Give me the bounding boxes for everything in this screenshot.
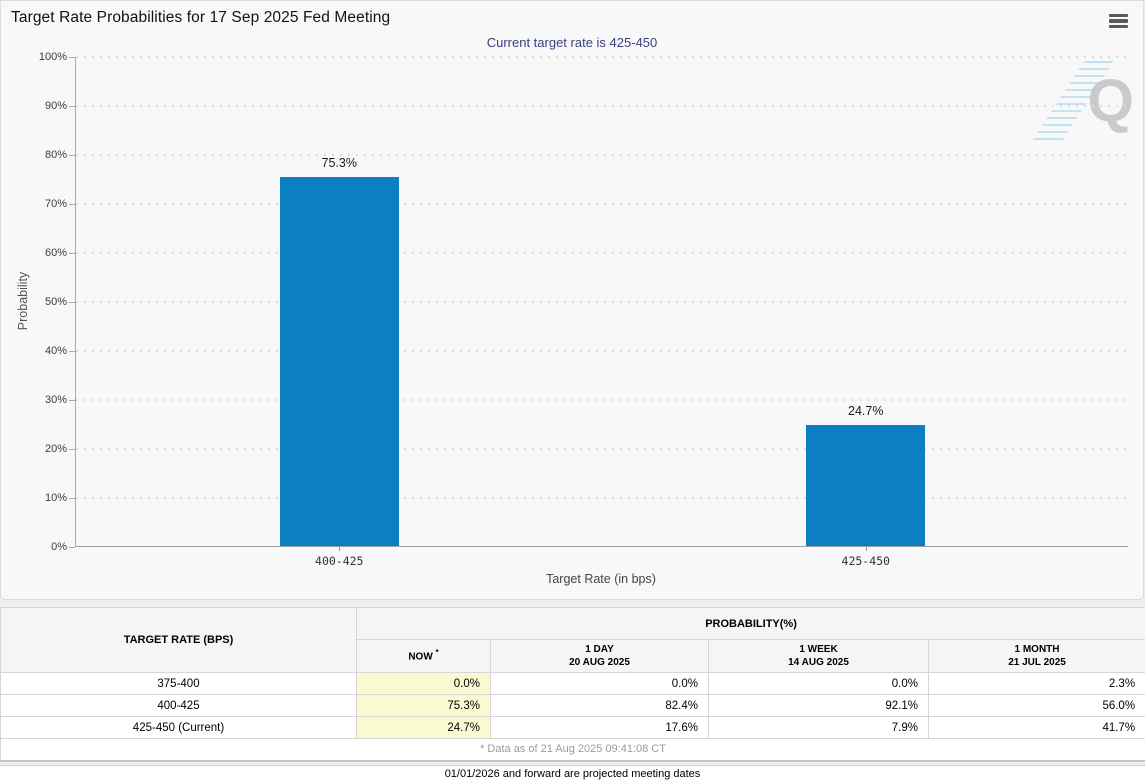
watermark-stripes-icon [1032, 61, 1114, 141]
col-header-1week: 1 WEEK 14 AUG 2025 [708, 639, 929, 673]
hamburger-menu-icon[interactable] [1109, 14, 1128, 28]
y-tickmark [69, 448, 75, 450]
chart-panel: Target Rate Probabilities for 17 Sep 202… [0, 0, 1144, 600]
col-header-now: NOW * [356, 639, 491, 673]
table-row-400-425: 400-425 75.3% 82.4% 92.1% 56.0% [0, 694, 1145, 717]
col-header-target-rate: TARGET RATE (BPS) [0, 607, 357, 673]
cell-400-425-rate: 400-425 [0, 694, 357, 717]
probability-table: TARGET RATE (BPS) PROBABILITY(%) NOW * 1… [0, 607, 1145, 762]
table-row-425-450 (Current): 425-450 (Current) 24.7% 17.6% 7.9% 41.7% [0, 716, 1145, 739]
cell-425-450 (Current)-month: 41.7% [927, 716, 1145, 739]
bar-400-425[interactable] [279, 177, 399, 546]
y-tickmark [69, 350, 75, 352]
cell-400-425-now: 75.3% [356, 694, 491, 717]
gridline-90 [76, 105, 1126, 107]
gridline-40 [76, 350, 1126, 352]
y-tickmark [69, 497, 75, 499]
chart-subtitle: Current target rate is 425-450 [486, 35, 658, 50]
1month-date: 21 JUL 2025 [1008, 657, 1066, 668]
cell-375-400-month: 2.3% [927, 672, 1145, 695]
chart-title: Target Rate Probabilities for 17 Sep 202… [11, 9, 391, 26]
x-tick-label-400-425: 400-425 [315, 554, 364, 568]
y-tick-label-80: 80% [44, 149, 67, 161]
gridline-30 [76, 399, 1126, 401]
y-tick-label-70: 70% [44, 198, 67, 210]
y-tickmark [69, 203, 75, 205]
gridline-60 [76, 252, 1126, 254]
gridline-20 [76, 448, 1126, 450]
1month-label: 1 MONTH [1014, 643, 1060, 655]
x-tickmark [865, 546, 867, 551]
y-tick-label-30: 30% [44, 394, 67, 406]
cell-425-450 (Current)-rate: 425-450 (Current) [0, 716, 357, 739]
table-row-375-400: 375-400 0.0% 0.0% 0.0% 2.3% [0, 672, 1145, 695]
gridline-10 [76, 497, 1126, 499]
cell-400-425-month: 56.0% [927, 694, 1145, 717]
y-tick-label-50: 50% [44, 296, 67, 308]
y-tick-label-90: 90% [44, 100, 67, 112]
hamburger-bar [1109, 19, 1128, 23]
1week-label: 1 WEEK [799, 643, 838, 655]
col-header-1day: 1 DAY 20 AUG 2025 [490, 639, 709, 673]
y-tick-label-40: 40% [44, 345, 67, 357]
bar-value-label-400-425: 75.3% [321, 156, 357, 171]
col-header-probability: PROBABILITY(%) [355, 607, 1145, 640]
y-tickmark [69, 252, 75, 254]
plot-area: Q 75.3% 400-425 24.7% 425-450 [69, 56, 1134, 568]
cell-425-450 (Current)-week: 7.9% [708, 716, 929, 739]
now-asterisk: * [435, 648, 439, 658]
y-tick-label-20: 20% [44, 443, 67, 455]
cell-375-400-rate: 375-400 [0, 672, 357, 695]
cell-425-450 (Current)-now: 24.7% [356, 716, 491, 739]
cell-375-400-week: 0.0% [708, 672, 929, 695]
y-tick-label-60: 60% [44, 247, 67, 259]
quikstrike-watermark: Q [1032, 59, 1140, 143]
cell-400-425-day: 82.4% [490, 694, 709, 717]
bar-value-label-425-450: 24.7% [848, 403, 884, 418]
y-tick-label-100: 100% [38, 51, 67, 63]
hamburger-bar [1109, 24, 1128, 28]
y-tick-label-10: 10% [44, 492, 67, 504]
cell-375-400-day: 0.0% [490, 672, 709, 695]
1week-date: 14 AUG 2025 [788, 657, 849, 668]
y-tickmark [69, 399, 75, 401]
y-tickmark [69, 154, 75, 156]
y-tickmark [69, 301, 75, 303]
bar-425-450[interactable] [806, 424, 926, 546]
gridline-50 [76, 301, 1126, 303]
x-axis-title: Target Rate (in bps) [546, 572, 656, 586]
y-tickmark [69, 56, 75, 58]
now-label: NOW [408, 651, 433, 663]
hamburger-bar [1109, 14, 1128, 18]
y-tickmark [69, 105, 75, 107]
gridline-80 [76, 154, 1126, 156]
cell-400-425-week: 92.1% [708, 694, 929, 717]
col-header-1month: 1 MONTH 21 JUL 2025 [927, 639, 1145, 673]
watermark-q-logo-icon: Q [1087, 67, 1134, 134]
y-tick-label-0: 0% [51, 541, 67, 553]
1day-date: 20 AUG 2025 [569, 657, 630, 668]
cell-425-450 (Current)-day: 17.6% [490, 716, 709, 739]
1day-label: 1 DAY [585, 643, 614, 655]
x-tick-label-425-450: 425-450 [841, 554, 890, 568]
gridline-70 [76, 203, 1126, 205]
x-tickmark [339, 546, 341, 551]
projected-dates-note: 01/01/2026 and forward are projected mee… [0, 765, 1145, 782]
data-asof-footnote: * Data as of 21 Aug 2025 09:41:08 CT [0, 738, 1145, 761]
gridline-100 [76, 56, 1126, 58]
y-tickmark [69, 546, 75, 548]
cell-375-400-now: 0.0% [356, 672, 491, 695]
